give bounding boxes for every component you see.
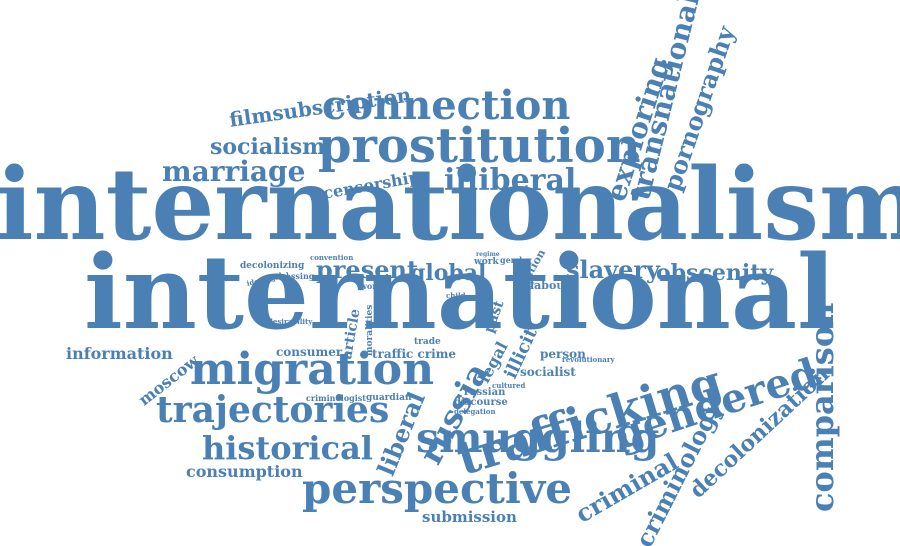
word-work: work (474, 257, 499, 267)
word-socialist: socialist (520, 365, 576, 379)
word-sex: sex (450, 321, 463, 330)
word-decolonizing: decolonizing (240, 261, 305, 271)
word-socialism: socialism (210, 134, 326, 160)
word-illiberal: illiberal (444, 163, 577, 198)
word-submission: submission (422, 508, 517, 526)
word-guardian: guardian (366, 393, 412, 403)
word-historical: historical (202, 429, 373, 467)
word-delegation: delegation (454, 407, 496, 416)
word-smuggling: smuggling (416, 414, 660, 462)
word-comparison: comparison (803, 302, 841, 512)
word-connection: connection (322, 82, 571, 129)
word-revolutionary: revolutionary (562, 355, 615, 364)
word-slavery: slavery (566, 255, 660, 284)
word-global: global (410, 260, 487, 286)
word-information: information (66, 344, 173, 363)
word-labour: labour (530, 279, 571, 292)
word-prostitution: prostitution (318, 118, 641, 174)
word-migration: migration (190, 344, 435, 395)
word-regime: regime (476, 251, 500, 258)
word-gender: gender (500, 255, 532, 265)
word-trajectories: trajectories (156, 389, 390, 431)
word-marriage: marriage (162, 155, 306, 188)
word-person: person (540, 347, 586, 361)
word-consumption: consumption (186, 462, 303, 481)
word-internationalism: internationalism (0, 147, 900, 263)
word-international: international (84, 233, 836, 353)
word-traffic-crime: traffic crime (372, 347, 457, 361)
word-desirability: desirability (268, 317, 313, 326)
word-child: child (446, 291, 466, 300)
word-discourse: discourse (454, 397, 508, 408)
word-trade: trade (414, 337, 441, 347)
word-woman: woman (360, 281, 392, 291)
word-present: present (316, 255, 419, 284)
word-criminologist: criminologist (306, 393, 366, 403)
word-moralities: moralities (365, 304, 375, 356)
word-dressing: dressing (276, 271, 315, 281)
word-convention: convention (310, 253, 354, 262)
word-obscenity: obscenity (656, 260, 774, 286)
word-russian: russian (464, 387, 506, 398)
word-cultured: cultured (492, 381, 526, 390)
word-perspective: perspective (302, 464, 573, 513)
word-consumer: consumer (276, 345, 343, 359)
